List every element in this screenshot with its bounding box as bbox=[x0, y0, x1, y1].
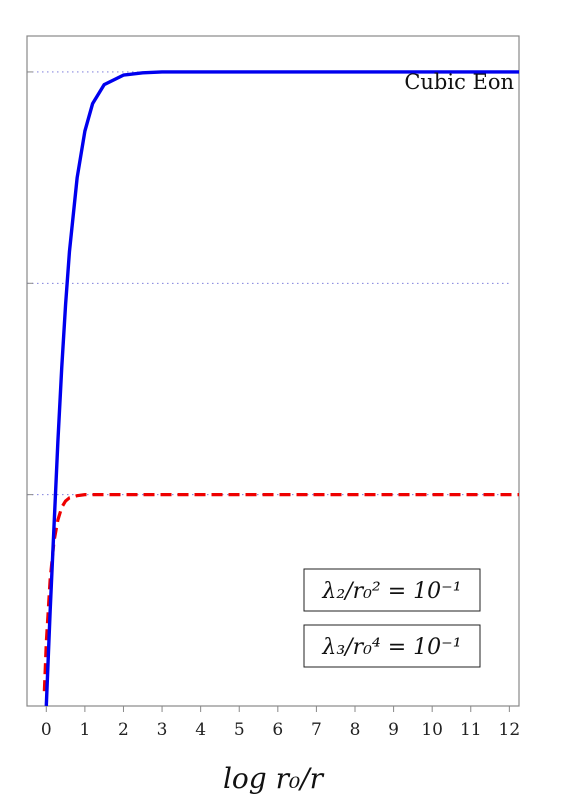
series-line-blue-solid bbox=[44, 70, 519, 707]
plot-frame bbox=[26, 35, 520, 707]
x-axis-label: log r₀/r bbox=[223, 762, 325, 795]
x-tick-label-8: 8 bbox=[350, 720, 361, 740]
reference-lines bbox=[27, 71, 511, 496]
x-tick-label-1: 1 bbox=[79, 720, 90, 740]
legend-box-lambda3: λ₃/r₀⁴ = 10⁻¹ bbox=[303, 624, 481, 668]
y-ticks bbox=[27, 71, 33, 496]
x-tick-label-5: 5 bbox=[234, 720, 245, 740]
legend-box-lambda2: λ₂/r₀² = 10⁻¹ bbox=[303, 568, 481, 612]
x-tick-label-9: 9 bbox=[388, 720, 399, 740]
legend-box-lambda3-text: λ₃/r₀⁴ = 10⁻¹ bbox=[321, 635, 461, 660]
x-tick-label-6: 6 bbox=[272, 720, 283, 740]
x-tick-label-4: 4 bbox=[195, 720, 206, 740]
x-tick-label-0: 0 bbox=[41, 720, 52, 740]
x-tick-label-2: 2 bbox=[118, 720, 129, 740]
series-group bbox=[42, 70, 519, 707]
x-tick-label-7: 7 bbox=[311, 720, 322, 740]
cubic-eon-annotation: Cubic Eon bbox=[404, 70, 514, 94]
x-tick-label-12: 12 bbox=[499, 720, 521, 740]
x-tick-label-10: 10 bbox=[421, 720, 443, 740]
x-tick-label-3: 3 bbox=[157, 720, 168, 740]
legend-box-lambda2-text: λ₂/r₀² = 10⁻¹ bbox=[321, 579, 461, 604]
x-tick-label-11: 11 bbox=[460, 720, 482, 740]
x-axis-ticks: 0 1 2 3 4 5 6 7 8 9 10 11 12 bbox=[41, 706, 520, 740]
